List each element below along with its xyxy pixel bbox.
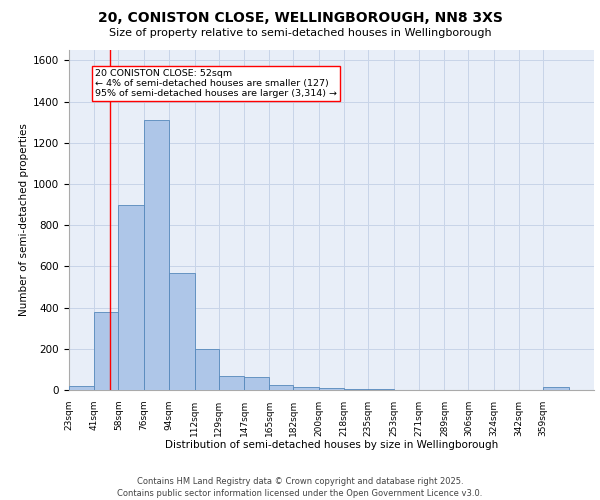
Bar (293, 387, 319, 390)
Bar (543, 387, 569, 390)
Text: Contains HM Land Registry data © Crown copyright and database right 2025.
Contai: Contains HM Land Registry data © Crown c… (118, 476, 482, 498)
Bar (69, 386, 94, 390)
Text: 20, CONISTON CLOSE, WELLINGBOROUGH, NN8 3XS: 20, CONISTON CLOSE, WELLINGBOROUGH, NN8 … (98, 11, 502, 25)
X-axis label: Distribution of semi-detached houses by size in Wellingborough: Distribution of semi-detached houses by … (165, 440, 498, 450)
Bar (144, 120, 169, 390)
Bar (319, 388, 344, 390)
Text: 20 CONISTON CLOSE: 52sqm
← 4% of semi-detached houses are smaller (127)
95% of s: 20 CONISTON CLOSE: 52sqm ← 4% of semi-de… (95, 68, 337, 98)
Bar (169, 272, 194, 390)
Bar (118, 204, 144, 390)
Bar (244, 376, 269, 390)
Bar (94, 312, 118, 390)
Bar (269, 385, 293, 390)
Bar (194, 349, 218, 390)
Y-axis label: Number of semi-detached properties: Number of semi-detached properties (19, 124, 29, 316)
Bar (218, 376, 244, 390)
Bar (344, 389, 368, 390)
Text: Size of property relative to semi-detached houses in Wellingborough: Size of property relative to semi-detach… (109, 28, 491, 38)
